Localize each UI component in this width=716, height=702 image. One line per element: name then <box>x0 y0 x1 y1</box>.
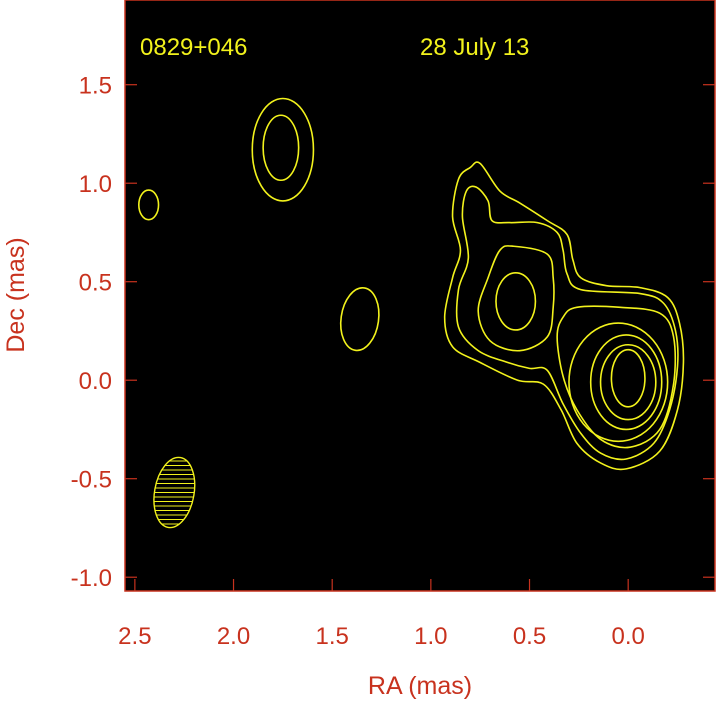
plot-background <box>125 0 715 591</box>
y-tick-label: 0.0 <box>79 368 112 395</box>
contour-core-level-7 <box>610 348 646 408</box>
contour-main-level-2 <box>455 185 679 461</box>
contour-core-level-6 <box>599 343 657 421</box>
contour-main-level-1 <box>443 161 685 471</box>
y-axis-title: Dec (mas) <box>2 237 30 352</box>
x-tick-label: 0.5 <box>513 623 546 650</box>
contour-core-level-5 <box>589 334 663 431</box>
x-tick-label: 0.0 <box>611 623 644 650</box>
source-label: 0829+046 <box>140 34 247 61</box>
contour-core-level-3 <box>556 305 677 449</box>
x-tick-label: 1.5 <box>316 623 349 650</box>
contour-middle-blob <box>339 287 380 352</box>
x-tick-label: 2.0 <box>217 623 250 650</box>
contour-core-level-4 <box>568 322 669 443</box>
y-tick-label: 1.5 <box>79 73 112 100</box>
beam-outline <box>153 456 196 529</box>
contour-west-blob <box>138 189 160 221</box>
contour-north-blob-inner <box>262 114 300 182</box>
contour-north-blob-outer <box>251 97 315 202</box>
y-tick-label: -1.0 <box>71 565 112 592</box>
contours-group <box>138 97 685 530</box>
date-label: 28 July 13 <box>420 34 529 61</box>
contour-knot-level-3 <box>477 245 555 352</box>
x-axis-title: RA (mas) <box>368 672 472 700</box>
contour-knot-level-4 <box>495 272 537 331</box>
y-tick-label: -0.5 <box>71 467 112 494</box>
plot-frame <box>124 0 716 592</box>
ticks-group: 2.5 2.0 1.5 1.0 0.5 0.0 1.5 1.0 0.5 0.0 -0.5 -1.0 <box>71 73 715 650</box>
x-tick-label: 2.5 <box>118 623 151 650</box>
y-tick-label: 0.5 <box>79 270 112 297</box>
x-tick-label: 1.0 <box>414 623 447 650</box>
y-tick-label: 1.0 <box>79 171 112 198</box>
